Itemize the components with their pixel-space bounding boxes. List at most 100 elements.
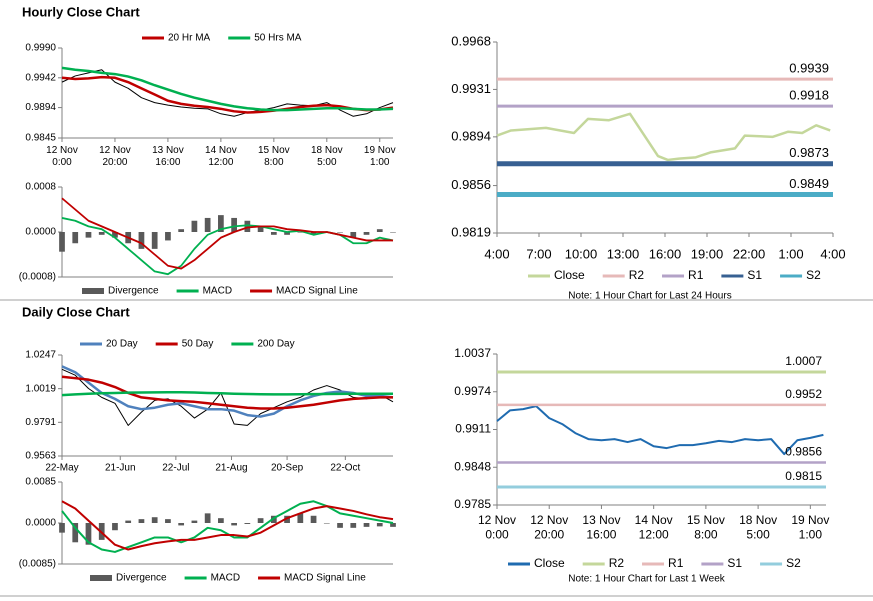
y-tick-label: 0.9563 (25, 451, 56, 462)
y-tick-label: 0.9911 (455, 422, 491, 436)
divergence-bar (337, 523, 343, 528)
legend-label: Divergence (116, 573, 167, 584)
legend-label: S2 (786, 556, 801, 570)
divergence-bar (376, 523, 383, 527)
label-line: 16:00 (586, 528, 616, 542)
y-tick-label: 0.9845 (25, 133, 56, 144)
legend-label: S1 (747, 268, 762, 282)
label-line: 12:00 (639, 528, 669, 542)
divergence-bar (390, 232, 396, 233)
divergence-bar (112, 232, 118, 238)
label-line: 18 Nov (739, 513, 777, 527)
legend-swatch (82, 288, 104, 294)
divergence-bar (323, 523, 330, 524)
legend-label: R2 (609, 556, 625, 570)
divergence-bar (218, 518, 224, 523)
y-tick-label: 0.9894 (451, 128, 491, 143)
level-label: 0.9849 (789, 176, 829, 191)
divergence-bar (376, 229, 383, 232)
divergence-bar (257, 518, 264, 523)
y-tick-label: 0.9931 (451, 81, 491, 96)
legend-label: MACD Signal Line (284, 573, 366, 584)
legend-label: S2 (806, 268, 821, 282)
divergence-bar (178, 523, 185, 526)
legend-label: 50 Day (182, 339, 214, 350)
x-tick-label: 14 Nov 12:00 (205, 145, 237, 168)
section-heading: Daily Close Chart (22, 304, 130, 319)
section-heading: Hourly Close Chart (22, 4, 140, 19)
y-tick-label: 0.9942 (25, 72, 56, 83)
x-tick-label: 22:00 (733, 246, 766, 261)
label-line: 5:00 (317, 157, 337, 168)
legend-label: MACD (203, 286, 232, 297)
divergence-bar (244, 523, 251, 524)
x-tick-label: 18 Nov 5:00 (311, 145, 343, 168)
y-tick-label: 0.9968 (451, 33, 491, 48)
x-tick-label: 15 Nov 8:00 (258, 145, 290, 168)
legend-label: MACD Signal Line (276, 286, 358, 297)
level-label: 0.9952 (785, 387, 822, 401)
label-line: 0:00 (485, 528, 509, 542)
divergence-bar (231, 217, 237, 232)
y-tick-label: 0.0008 (25, 182, 56, 193)
label-line: 14 Nov (205, 145, 237, 156)
x-tick-label: 15 Nov 8:00 (687, 513, 725, 541)
level-label: 0.9873 (789, 145, 829, 160)
x-tick-label: 12 Nov 20:00 (99, 145, 131, 168)
divergence-bar (59, 523, 65, 533)
y-tick-label: 0.9848 (454, 459, 491, 473)
series-line (61, 390, 393, 397)
series-line (61, 500, 394, 551)
divergence-bar (284, 232, 290, 235)
x-tick-label: 19 Nov 1:00 (791, 513, 829, 541)
y-tick-label: 0.9894 (25, 102, 56, 113)
legend-label: 200 Day (257, 339, 294, 350)
divergence-bar (178, 229, 185, 232)
legend-label: 50 Hrs MA (254, 33, 302, 44)
divergence-bar (165, 232, 171, 241)
x-tick-label: 22-Oct (330, 463, 360, 474)
legend-label: 20 Hr MA (168, 33, 211, 44)
divergence-bar (310, 515, 317, 523)
y-tick-label: 1.0247 (25, 350, 56, 361)
divergence-bar (204, 217, 211, 232)
divergence-bar (297, 513, 304, 523)
label-line: 20:00 (534, 528, 564, 542)
x-tick-label: 4:00 (484, 246, 509, 261)
divergence-bar (218, 215, 224, 232)
series-line (61, 75, 394, 114)
x-tick-label: 19 Nov 1:00 (364, 145, 396, 168)
legend-label: R2 (629, 268, 645, 282)
label-line: 12:00 (208, 157, 233, 168)
divergence-bar (204, 513, 211, 523)
x-tick-label: 18 Nov 5:00 (739, 513, 777, 541)
series-line (496, 405, 824, 456)
y-tick-label: 0.9785 (454, 497, 491, 511)
y-tick-label: (0.0008) (19, 272, 56, 283)
divergence-bar (112, 523, 118, 531)
y-tick-label: 0.0085 (25, 477, 56, 488)
y-tick-label: 0.9791 (25, 417, 56, 428)
y-tick-label: 0.0000 (25, 227, 56, 238)
label-line: 8:00 (694, 528, 718, 542)
divergence-bar (72, 232, 79, 244)
x-tick-label: 1:00 (778, 246, 803, 261)
label-line: 13 Nov (582, 513, 620, 527)
divergence-bar (138, 519, 145, 523)
y-tick-label: 0.9990 (25, 43, 56, 54)
series-line (61, 365, 394, 418)
y-tick-label: 0.0000 (25, 518, 56, 529)
legend-label: Close (534, 556, 565, 570)
x-tick-label: 4:00 (820, 246, 845, 261)
x-tick-label: 19:00 (691, 246, 724, 261)
level-label: 0.9918 (789, 88, 829, 103)
label-line: 12 Nov (46, 145, 78, 156)
label-line: 12 Nov (478, 513, 516, 527)
series-line (61, 375, 393, 410)
divergence-bar (350, 523, 357, 528)
divergence-bar (284, 515, 290, 523)
level-label: 1.0007 (785, 354, 822, 368)
level-label: 0.9815 (785, 469, 822, 483)
